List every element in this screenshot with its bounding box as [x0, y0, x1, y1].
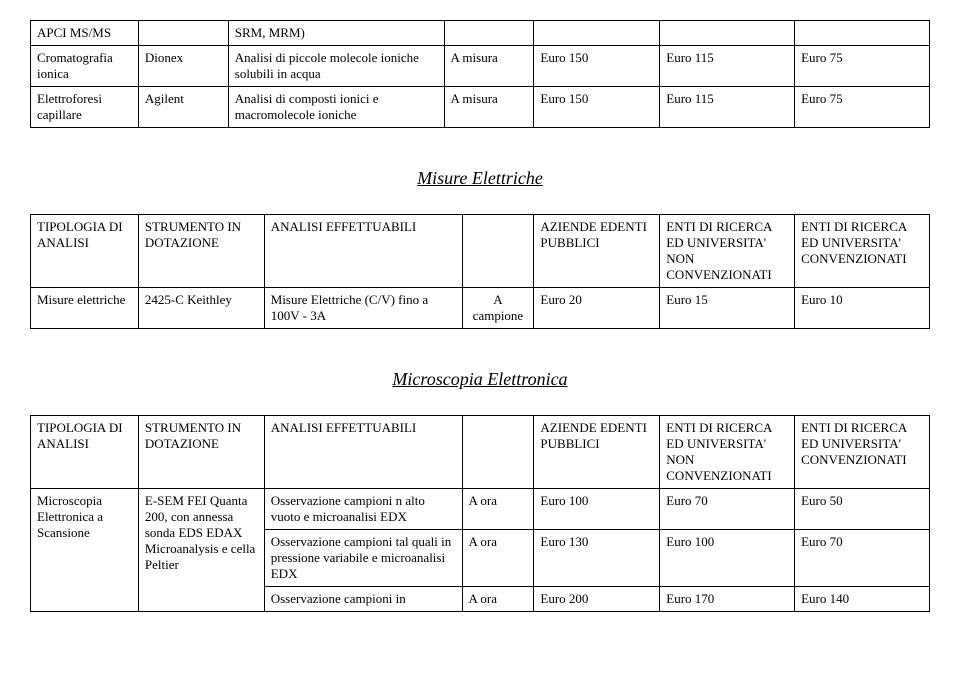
cell: Euro 100 — [660, 530, 795, 587]
cell: Euro 130 — [534, 530, 660, 587]
cell: Analisi di composti ionici e macromoleco… — [228, 87, 444, 128]
cell: A misura — [444, 46, 534, 87]
cell: Euro 115 — [660, 46, 795, 87]
cell — [534, 21, 660, 46]
cell: 2425-C Keithley — [138, 288, 264, 329]
cell: Euro 75 — [795, 46, 930, 87]
cell: A ora — [462, 587, 534, 612]
cell — [462, 416, 534, 489]
cell: Osservazione campioni n alto vuoto e mic… — [264, 489, 462, 530]
cell: APCI MS/MS — [31, 21, 139, 46]
cell: SRM, MRM) — [228, 21, 444, 46]
cell — [444, 21, 534, 46]
cell: AZIENDE EDENTI PUBBLICI — [534, 416, 660, 489]
cell: Cromatografia ionica — [31, 46, 139, 87]
cell: Euro 50 — [795, 489, 930, 530]
cell: Dionex — [138, 46, 228, 87]
cell — [795, 21, 930, 46]
cell: ENTI DI RICERCA ED UNIVERSITA' NON CONVE… — [660, 416, 795, 489]
cell: Euro 115 — [660, 87, 795, 128]
cell: ENTI DI RICERCA ED UNIVERSITA' CONVENZIO… — [795, 416, 930, 489]
top-table: APCI MS/MSSRM, MRM)Cromatografia ionicaD… — [30, 20, 930, 128]
cell: Euro 100 — [534, 489, 660, 530]
cell: TIPOLOGIA DI ANALISI — [31, 416, 139, 489]
table-row: Cromatografia ionicaDionexAnalisi di pic… — [31, 46, 930, 87]
table-header-row: TIPOLOGIA DI ANALISISTRUMENTO IN DOTAZIO… — [31, 416, 930, 489]
section-title-microscopia: Microscopia Elettronica — [30, 369, 930, 390]
cell: ENTI DI RICERCA ED UNIVERSITA' CONVENZIO… — [795, 215, 930, 288]
cell: Misure elettriche — [31, 288, 139, 329]
section-title-misure: Misure Elettriche — [30, 168, 930, 189]
cell: Analisi di piccole molecole ioniche solu… — [228, 46, 444, 87]
cell: A ora — [462, 530, 534, 587]
cell: A misura — [444, 87, 534, 128]
cell: Euro 70 — [660, 489, 795, 530]
misure-table: TIPOLOGIA DI ANALISISTRUMENTO IN DOTAZIO… — [30, 214, 930, 329]
table-row: Microscopia Elettronica a ScansioneE-SEM… — [31, 489, 930, 530]
cell: AZIENDE EDENTI PUBBLICI — [534, 215, 660, 288]
cell: E-SEM FEI Quanta 200, con annessa sonda … — [138, 489, 264, 612]
cell: Microscopia Elettronica a Scansione — [31, 489, 139, 612]
cell: Agilent — [138, 87, 228, 128]
cell: Euro 75 — [795, 87, 930, 128]
cell: Euro 200 — [534, 587, 660, 612]
cell: ANALISI EFFETTUABILI — [264, 215, 462, 288]
cell — [462, 215, 534, 288]
cell: ENTI DI RICERCA ED UNIVERSITA' NON CONVE… — [660, 215, 795, 288]
cell: Osservazione campioni tal quali in press… — [264, 530, 462, 587]
cell: Euro 10 — [795, 288, 930, 329]
cell: A ora — [462, 489, 534, 530]
cell: Osservazione campioni in — [264, 587, 462, 612]
cell — [138, 21, 228, 46]
cell: Euro 170 — [660, 587, 795, 612]
cell: Euro 20 — [534, 288, 660, 329]
cell: Elettroforesi capillare — [31, 87, 139, 128]
cell: STRUMENTO IN DOTAZIONE — [138, 215, 264, 288]
cell: Euro 15 — [660, 288, 795, 329]
cell: Euro 140 — [795, 587, 930, 612]
table-row: Elettroforesi capillareAgilentAnalisi di… — [31, 87, 930, 128]
table-header-row: TIPOLOGIA DI ANALISISTRUMENTO IN DOTAZIO… — [31, 215, 930, 288]
cell: STRUMENTO IN DOTAZIONE — [138, 416, 264, 489]
cell: Euro 150 — [534, 87, 660, 128]
microscopia-table: TIPOLOGIA DI ANALISISTRUMENTO IN DOTAZIO… — [30, 415, 930, 612]
cell: TIPOLOGIA DI ANALISI — [31, 215, 139, 288]
cell: A campione — [462, 288, 534, 329]
cell: ANALISI EFFETTUABILI — [264, 416, 462, 489]
cell: Euro 70 — [795, 530, 930, 587]
cell: Euro 150 — [534, 46, 660, 87]
table-row: Misure elettriche2425-C KeithleyMisure E… — [31, 288, 930, 329]
cell — [660, 21, 795, 46]
table-row: APCI MS/MS SRM, MRM) — [31, 21, 930, 46]
cell: Misure Elettriche (C/V) fino a 100V - 3A — [264, 288, 462, 329]
